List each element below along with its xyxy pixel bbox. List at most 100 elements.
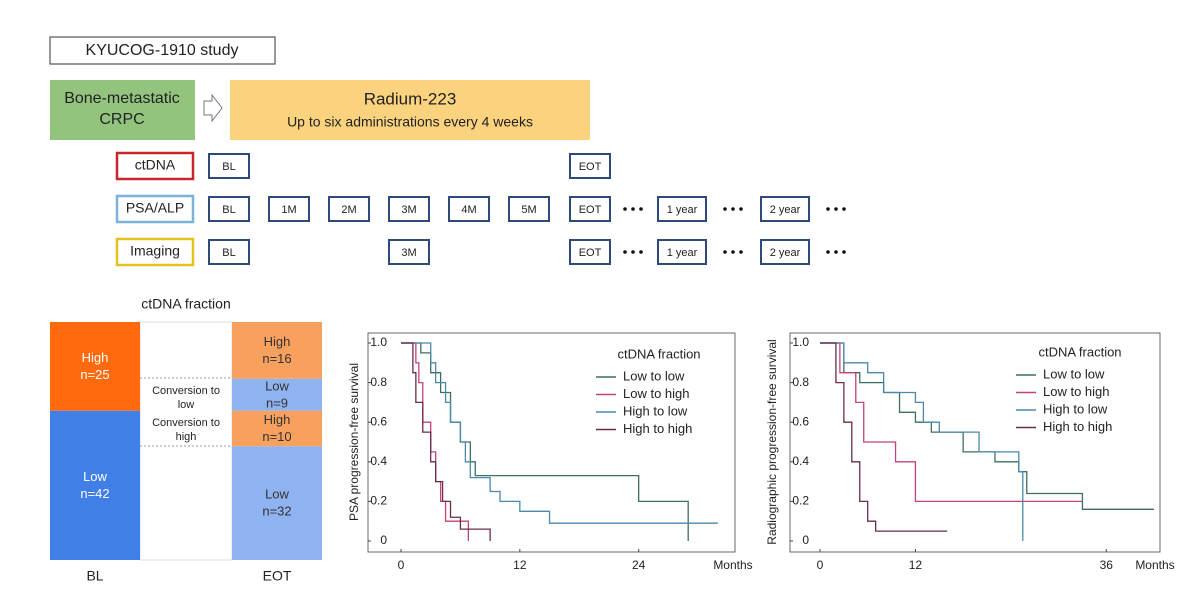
bar-segment — [50, 322, 140, 411]
x-tick-label: 24 — [632, 558, 646, 572]
timepoint-label: 3M — [401, 247, 416, 259]
plot-frame — [789, 332, 1161, 553]
y-tick-label: 0.4 — [370, 454, 387, 468]
survival-curve — [401, 342, 718, 524]
arrow — [203, 93, 223, 123]
bar-segment — [50, 410, 140, 560]
timepoint-box — [268, 196, 310, 222]
y-tick-label: 0.8 — [370, 375, 387, 389]
y-tick-label: 0.6 — [370, 414, 387, 428]
continuation-dots — [623, 207, 846, 254]
timepoint-label: EOT — [579, 247, 602, 259]
timepoint-box — [208, 153, 250, 179]
timepoint-box — [569, 153, 611, 179]
legend-label: High to high — [623, 421, 692, 436]
legend-label: High to high — [1043, 419, 1112, 434]
bar-segment — [232, 322, 322, 379]
timepoint-label: 1 year — [667, 247, 698, 259]
survival-curve — [820, 342, 948, 532]
y-tick-label: 0.2 — [370, 494, 387, 508]
population-label: CRPC — [99, 111, 144, 128]
y-axis-label: Radiographic progression-free survival — [765, 339, 779, 544]
legend-label: Low to low — [623, 368, 685, 383]
timepoint-box — [208, 196, 250, 222]
y-axis-label: PSA progression-free survival — [347, 363, 361, 521]
bar-label: BL — [86, 568, 103, 584]
segment-count: n=16 — [262, 351, 291, 366]
timepoint-box — [388, 196, 430, 222]
timepoint-label: EOT — [579, 161, 602, 173]
timepoint-label: 4M — [461, 204, 476, 216]
x-tick-label: 12 — [909, 558, 923, 572]
x-axis-label: Months — [1135, 558, 1174, 572]
segment-count: n=25 — [80, 367, 109, 382]
legend-label: Low to low — [1043, 366, 1105, 381]
timepoint-box — [760, 239, 810, 265]
conversion-label: Conversion to — [152, 417, 220, 429]
y-tick-label: 0.2 — [792, 494, 809, 508]
legend-label: High to low — [623, 403, 688, 418]
x-tick-label: 0 — [817, 558, 824, 572]
survival-curve — [820, 342, 1083, 503]
timepoint-box — [208, 239, 250, 265]
row-label: PSA/ALP — [126, 200, 184, 216]
survival-curve — [820, 342, 1024, 541]
timepoint-label: 2 year — [770, 247, 801, 259]
segment-group: Low — [265, 487, 289, 502]
treatment-title: Radium-223 — [364, 89, 457, 108]
bar-segment — [232, 446, 322, 560]
row-label: Imaging — [130, 243, 180, 259]
x-axis-label: Months — [713, 558, 752, 572]
conversion-label: low — [178, 399, 195, 411]
y-tick-label: 0 — [802, 533, 809, 547]
timepoint-box — [760, 196, 810, 222]
segment-group: Low — [265, 378, 289, 393]
timepoint-label: BL — [222, 247, 235, 259]
legend-label: Low to high — [623, 386, 690, 401]
timepoint-box — [657, 196, 707, 222]
timepoint-box — [328, 196, 370, 222]
segment-count: n=9 — [266, 395, 288, 410]
conversion-label: high — [176, 431, 197, 443]
segment-group: High — [82, 350, 109, 365]
timepoint-box — [569, 196, 611, 222]
population-box — [50, 80, 195, 140]
bar-segment — [232, 378, 322, 411]
row-label-box — [115, 194, 195, 224]
treatment-subtitle: Up to six administrations every 4 weeks — [287, 114, 533, 130]
x-tick-label: 12 — [513, 558, 527, 572]
row-label-box — [115, 237, 195, 267]
segment-group: High — [264, 334, 291, 349]
y-tick-label: 0.6 — [792, 414, 809, 428]
x-tick-label: 36 — [1100, 558, 1114, 572]
legend-title: ctDNA fraction — [1038, 344, 1121, 359]
timepoint-label: 1M — [281, 204, 296, 216]
legend-title: ctDNA fraction — [617, 346, 700, 361]
timepoint-label: 2M — [341, 204, 356, 216]
timepoint-box — [388, 239, 430, 265]
timepoint-box — [448, 196, 490, 222]
y-tick-label: 1.0 — [370, 335, 387, 349]
header-box — [49, 36, 276, 65]
bar-label: EOT — [263, 568, 292, 584]
segment-count: n=42 — [80, 486, 109, 501]
timepoint-label: BL — [222, 204, 235, 216]
conversion-label: Conversion to — [152, 385, 220, 397]
legend-label: Low to high — [1043, 384, 1110, 399]
timepoint-label: 1 year — [667, 204, 698, 216]
timepoint-label: 3M — [401, 204, 416, 216]
bar-segment — [232, 410, 322, 447]
conversion-area — [139, 321, 233, 561]
timepoint-label: 2 year — [770, 204, 801, 216]
survival-curve — [820, 342, 1154, 510]
population-label: Bone-metastatic — [64, 90, 180, 107]
timepoint-label: EOT — [579, 204, 602, 216]
y-tick-label: 0 — [380, 533, 387, 547]
row-label-box — [115, 151, 195, 181]
timepoint-label: 5M — [521, 204, 536, 216]
row-label: ctDNA — [135, 157, 176, 173]
segment-count: n=32 — [262, 504, 291, 519]
survival-curve — [401, 342, 491, 541]
plot-frame — [367, 332, 736, 553]
